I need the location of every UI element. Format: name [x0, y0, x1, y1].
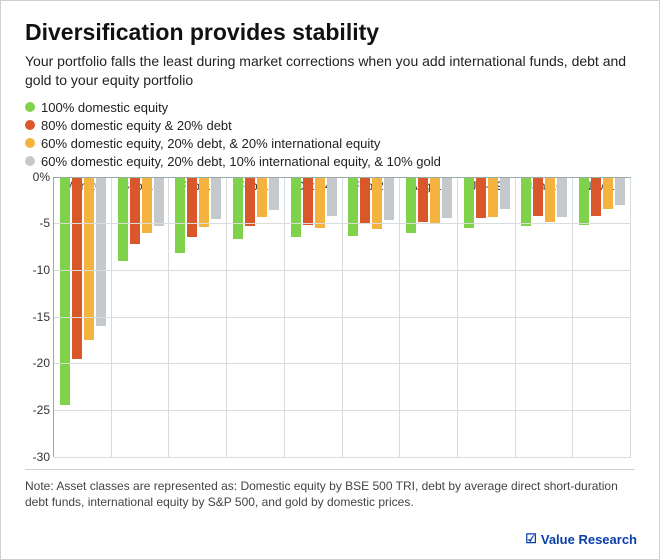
gridline [54, 223, 631, 224]
legend-item: 80% domestic equity & 20% debt [25, 118, 635, 133]
bar-fill [545, 177, 555, 222]
bar-fill [348, 177, 358, 236]
check-icon: ☑ [525, 531, 537, 547]
y-tick-label: -30 [22, 450, 50, 464]
legend-item: 60% domestic equity, 20% debt, 10% inter… [25, 154, 635, 169]
bar-fill [187, 177, 197, 238]
bar-fill [360, 177, 370, 224]
bar-fill [591, 177, 601, 216]
bar-fill [199, 177, 209, 227]
bar-fill [521, 177, 531, 226]
y-tick-label: -10 [22, 263, 50, 277]
bar-fill [60, 177, 70, 406]
legend-item: 60% domestic equity, 20% debt, & 20% int… [25, 136, 635, 151]
bar-fill [269, 177, 279, 211]
legend-item: 100% domestic equity [25, 100, 635, 115]
bar-fill [303, 177, 313, 226]
y-tick-label: 0% [22, 170, 50, 184]
gridline [54, 317, 631, 318]
legend-label: 60% domestic equity, 20% debt, & 20% int… [41, 136, 380, 151]
legend-swatch [25, 120, 35, 130]
chart-subtitle: Your portfolio falls the least during ma… [25, 52, 635, 90]
bar-fill [603, 177, 613, 210]
plot-area: Mar-20Sep-18Feb-16Feb-13Oct-24Feb-20Aug-… [53, 177, 631, 457]
bar-fill [118, 177, 128, 261]
bar-fill [175, 177, 185, 254]
bar-fill [430, 177, 440, 224]
bar-fill [257, 177, 267, 217]
gridline [54, 457, 631, 458]
bar-fill [418, 177, 428, 222]
bar-fill [464, 177, 474, 228]
bar-fill [154, 177, 164, 226]
legend: 100% domestic equity 80% domestic equity… [25, 100, 635, 169]
y-tick-label: -20 [22, 356, 50, 370]
bar-fill [211, 177, 221, 219]
brand-label: ☑ Value Research [525, 531, 637, 547]
legend-label: 80% domestic equity & 20% debt [41, 118, 232, 133]
bar-fill [476, 177, 486, 218]
legend-label: 60% domestic equity, 20% debt, 10% inter… [41, 154, 441, 169]
bar-fill [500, 177, 510, 209]
legend-swatch [25, 102, 35, 112]
bar-fill [130, 177, 140, 244]
bar-fill [557, 177, 567, 217]
gridline [54, 177, 631, 178]
bar-fill [245, 177, 255, 226]
chart-card: Diversification provides stability Your … [0, 0, 660, 560]
y-tick-label: -15 [22, 310, 50, 324]
bar-fill [488, 177, 498, 217]
gridline [54, 410, 631, 411]
bar-fill [442, 177, 452, 218]
legend-swatch [25, 138, 35, 148]
chart-area: Mar-20Sep-18Feb-16Feb-13Oct-24Feb-20Aug-… [53, 177, 631, 457]
brand-text: Value Research [541, 532, 637, 547]
chart-note: Note: Asset classes are represented as: … [25, 469, 635, 510]
bar-fill [233, 177, 243, 240]
gridline [54, 363, 631, 364]
chart-title: Diversification provides stability [25, 19, 635, 46]
bar-fill [533, 177, 543, 216]
bar-fill [96, 177, 106, 326]
legend-swatch [25, 156, 35, 166]
bar-fill [327, 177, 337, 216]
bar-fill [372, 177, 382, 229]
bar-fill [615, 177, 625, 205]
bar-fill [291, 177, 301, 238]
bar-fill [315, 177, 325, 228]
bar-fill [384, 177, 394, 220]
y-tick-label: -25 [22, 403, 50, 417]
y-tick-label: -5 [22, 216, 50, 230]
bar-fill [72, 177, 82, 359]
bar-fill [84, 177, 94, 340]
legend-label: 100% domestic equity [41, 100, 168, 115]
gridline [54, 270, 631, 271]
bar-fill [579, 177, 589, 226]
